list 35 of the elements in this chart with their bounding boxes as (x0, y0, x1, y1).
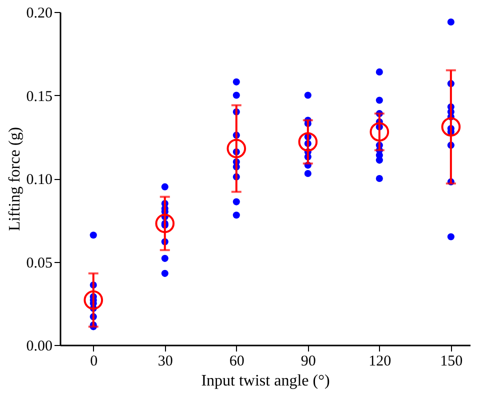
y-tick-label: 0.10 (26, 172, 52, 188)
x-tick-label: 90 (300, 354, 316, 370)
point (376, 96, 383, 104)
point (304, 170, 312, 178)
y-tick-label: 0.00 (26, 338, 52, 354)
point (90, 232, 97, 239)
y-tick-label: 0.20 (26, 6, 52, 22)
point (226, 138, 246, 158)
x-tick-label: 0 (90, 354, 98, 370)
x-tick-label: 120 (368, 354, 392, 370)
x-tick-label: 60 (229, 354, 244, 370)
point (370, 122, 390, 142)
point (232, 198, 240, 206)
x-axis-title: Input twist angle (°) (201, 372, 330, 390)
point (447, 18, 454, 26)
point (84, 290, 104, 310)
point (298, 132, 318, 152)
y-tick-label: 0.05 (26, 255, 52, 272)
x-tick-label: 30 (158, 354, 173, 370)
point (376, 174, 383, 182)
point (232, 212, 240, 219)
point (441, 117, 461, 137)
point (232, 78, 240, 86)
point (161, 270, 168, 277)
y-axis-title: Lifting force (g) (6, 127, 24, 231)
point (447, 233, 454, 240)
point (161, 183, 168, 190)
y-tick-label: 0.15 (26, 88, 52, 105)
point (376, 156, 383, 164)
point (155, 214, 175, 234)
point (232, 92, 240, 99)
x-tick-label: 150 (440, 354, 463, 370)
point (376, 68, 383, 76)
point (304, 92, 312, 99)
point (161, 254, 168, 262)
